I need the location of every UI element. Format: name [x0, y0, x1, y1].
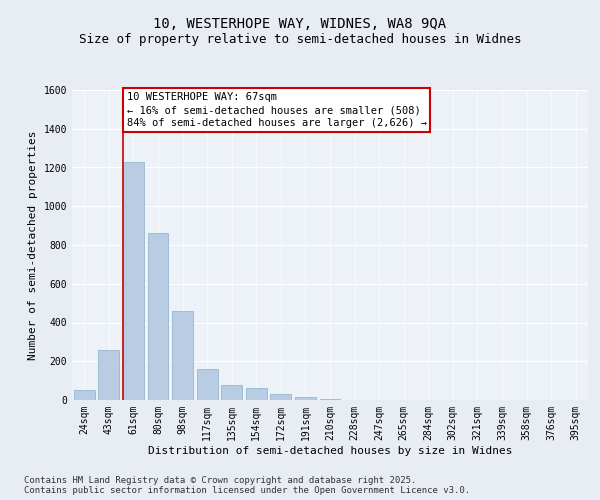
Bar — [98, 350, 119, 400]
Bar — [197, 369, 218, 400]
X-axis label: Distribution of semi-detached houses by size in Widnes: Distribution of semi-detached houses by … — [148, 446, 512, 456]
Text: Size of property relative to semi-detached houses in Widnes: Size of property relative to semi-detach… — [79, 32, 521, 46]
Text: 10 WESTERHOPE WAY: 67sqm
← 16% of semi-detached houses are smaller (508)
84% of : 10 WESTERHOPE WAY: 67sqm ← 16% of semi-d… — [127, 92, 427, 128]
Bar — [295, 397, 316, 400]
Bar — [172, 311, 193, 400]
Bar — [123, 162, 144, 400]
Y-axis label: Number of semi-detached properties: Number of semi-detached properties — [28, 130, 38, 360]
Text: Contains HM Land Registry data © Crown copyright and database right 2025.
Contai: Contains HM Land Registry data © Crown c… — [24, 476, 470, 495]
Bar — [320, 399, 340, 400]
Bar — [148, 234, 169, 400]
Bar — [74, 390, 95, 400]
Bar — [246, 388, 267, 400]
Text: 10, WESTERHOPE WAY, WIDNES, WA8 9QA: 10, WESTERHOPE WAY, WIDNES, WA8 9QA — [154, 18, 446, 32]
Bar — [271, 394, 292, 400]
Bar — [221, 384, 242, 400]
